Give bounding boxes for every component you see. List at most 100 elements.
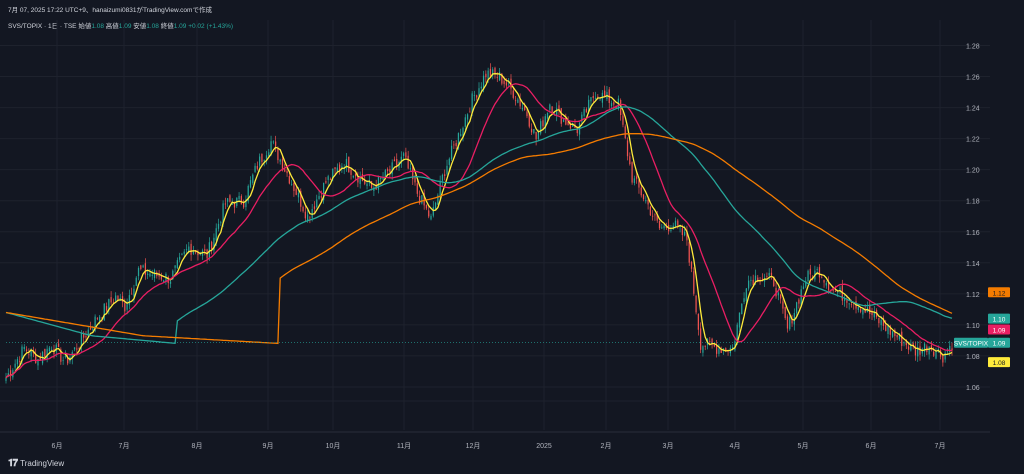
candle-body: [268, 152, 270, 157]
time-axis[interactable]: 6月 7月 8月 9月 10月 11月 12月 2025 2月 3月 4月 5月 6月 7月: [52, 442, 946, 450]
candle-body: [859, 309, 862, 312]
candle-body: [556, 108, 558, 116]
candle-body: [204, 249, 206, 251]
candle-body: [805, 281, 807, 287]
candle-body: [336, 167, 338, 172]
candle-body: [110, 297, 112, 303]
candle-body: [247, 185, 249, 202]
candle-body: [837, 292, 839, 294]
tradingview-branding[interactable]: 𝟏𝟕 TradingView: [8, 458, 64, 469]
candle-body: [722, 348, 725, 350]
candle-body: [354, 173, 357, 177]
candle-body: [642, 194, 645, 200]
candle-body: [697, 314, 699, 330]
symbol-label[interactable]: SVS/TOPIX · 1日 · TSE: [8, 23, 77, 30]
candle-body: [681, 228, 683, 236]
candle-body: [827, 281, 830, 291]
candle-body: [252, 174, 254, 184]
candle-body: [304, 211, 306, 219]
candle-body: [551, 106, 553, 113]
candle-body: [901, 331, 903, 346]
low-label: 安値: [133, 23, 147, 30]
candle-body: [425, 204, 428, 209]
candle-body: [597, 96, 599, 98]
candle-body: [583, 109, 585, 116]
candle-body: [736, 324, 738, 340]
candle-body: [887, 325, 889, 335]
candle-body: [654, 214, 656, 216]
candle-body: [370, 181, 373, 188]
candle-body: [338, 164, 341, 171]
candle-body: [741, 303, 743, 315]
candle-body: [48, 347, 51, 352]
candle-body: [5, 377, 7, 381]
price-axis[interactable]: 1.06 1.08 1.10 1.12 1.14 1.16 1.18 1.20 1.22 1.24…: [966, 44, 980, 392]
tradingview-logo-icon: 𝟏𝟕: [8, 458, 18, 469]
candle-body: [505, 82, 508, 86]
candle-body: [622, 115, 624, 125]
candle-body: [540, 121, 542, 134]
close-label: 終値: [160, 23, 174, 30]
candle-body: [768, 272, 770, 276]
candle-body: [713, 343, 715, 347]
candle-body: [37, 359, 39, 366]
candle-body: [291, 184, 293, 186]
candle-body: [30, 349, 32, 357]
candle-body: [743, 298, 745, 303]
candle-body: [848, 303, 850, 305]
candle-body: [626, 140, 629, 157]
candle-body: [389, 169, 391, 172]
candle-body: [14, 363, 16, 368]
candle-body: [405, 152, 407, 158]
candle-body: [640, 187, 642, 196]
price-label-text: 1.12: [993, 290, 1006, 297]
candle-body: [295, 188, 297, 195]
candle-body: [898, 333, 901, 340]
candle-body: [476, 95, 478, 98]
candle-body: [809, 268, 811, 275]
candle-body: [99, 316, 101, 322]
candle-body: [220, 222, 222, 224]
candle-body: [62, 360, 64, 361]
candle-body: [151, 274, 153, 276]
candle-body: [407, 155, 409, 169]
y-tick-label: 1.08: [966, 354, 980, 361]
candle-body: [542, 120, 544, 127]
candle-body: [377, 176, 380, 190]
candle-body: [862, 309, 864, 315]
candle-body: [131, 293, 133, 295]
candle-body: [894, 329, 896, 336]
candle-body: [482, 75, 485, 90]
candle-body: [409, 168, 412, 170]
x-tick-label: 2月: [601, 442, 612, 450]
candle-body: [393, 159, 396, 162]
candle-body: [270, 141, 272, 155]
candle-body: [798, 299, 800, 304]
y-tick-label: 1.16: [966, 230, 980, 237]
candle-body: [108, 299, 110, 311]
candle-body: [949, 345, 951, 352]
candle-body: [432, 207, 434, 216]
candle-body: [846, 300, 848, 303]
candle-body: [313, 206, 316, 209]
candle-body: [725, 348, 727, 351]
candle-body: [357, 177, 359, 183]
candle-body: [380, 177, 382, 179]
candle-body: [222, 203, 224, 225]
candle-body: [873, 311, 875, 318]
candle-body: [610, 103, 613, 107]
moving-average-75: [5, 106, 953, 345]
candle-body: [188, 246, 190, 252]
candle-body: [537, 131, 540, 140]
candle-body: [444, 174, 446, 176]
candle-body: [233, 203, 236, 208]
candle-body: [645, 199, 647, 202]
open-label: 始値: [78, 23, 92, 30]
y-tick-label: 1.20: [966, 168, 980, 175]
candle-body: [391, 162, 393, 175]
candle-body: [327, 176, 329, 180]
candle-body: [544, 116, 546, 129]
candle-body: [777, 292, 779, 296]
moving-average-20: [5, 83, 953, 379]
